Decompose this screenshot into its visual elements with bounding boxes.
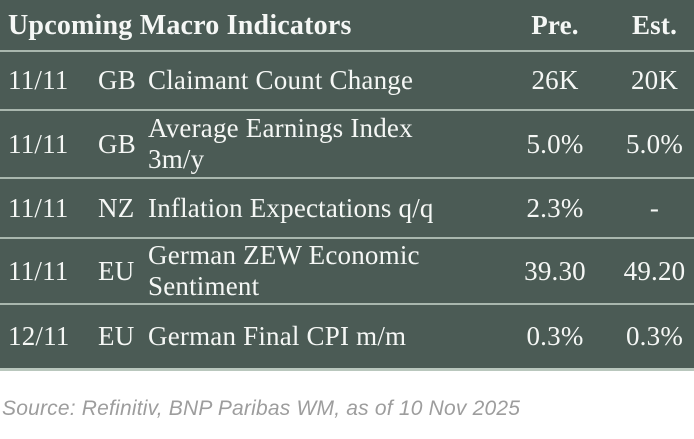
table-row: 11/11 GB Claimant Count Change 26K 20K <box>0 50 694 109</box>
table-row: 11/11 EU German ZEW Economic Sentiment 3… <box>0 237 694 303</box>
date-cell: 12/11 <box>8 321 70 351</box>
date-cell: 11/11 <box>8 192 69 223</box>
pre-value-cell: 0.3% <box>526 321 584 351</box>
table-row: 12/11 EU German Final CPI m/m 0.3% 0.3% <box>0 303 694 368</box>
country-cell: GB <box>98 65 136 95</box>
table-row: 11/11 GB Average Earnings Index 3m/y 5.0… <box>0 109 694 177</box>
date-cell: 11/11 <box>8 65 69 95</box>
source-note: Source: Refinitiv, BNP Paribas WM, as of… <box>2 397 521 420</box>
est-value-cell: - <box>649 192 660 223</box>
table-row: 11/11 NZ Inflation Expectations q/q 2.3%… <box>0 177 694 237</box>
country-cell: EU <box>98 255 135 286</box>
pre-value-cell: 39.30 <box>524 255 586 286</box>
indicator-cell: Inflation Expectations q/q <box>148 192 434 223</box>
pre-column-header: Pre. <box>531 9 579 40</box>
date-cell: 11/11 <box>8 128 69 159</box>
pre-value-cell: 2.3% <box>526 192 584 223</box>
country-cell: GB <box>98 128 136 159</box>
indicator-cell: Claimant Count Change <box>148 65 414 95</box>
indicator-cell: German Final CPI m/m <box>148 321 407 351</box>
pre-value-cell: 5.0% <box>526 128 584 159</box>
est-column-header: Est. <box>631 9 678 40</box>
est-value-cell: 49.20 <box>623 255 686 286</box>
country-cell: NZ <box>98 192 135 223</box>
country-cell: EU <box>98 321 135 351</box>
est-value-cell: 20K <box>630 65 679 95</box>
macro-indicators-table: Upcoming Macro Indicators Pre. Est. 11/1… <box>0 0 694 371</box>
pre-value-cell: 26K <box>531 65 579 95</box>
indicator-cell: Average Earnings Index 3m/y <box>148 113 413 174</box>
table-title: Upcoming Macro Indicators <box>8 9 352 41</box>
est-value-cell: 5.0% <box>625 128 684 159</box>
table-header-row: Upcoming Macro Indicators Pre. Est. <box>0 0 694 50</box>
date-cell: 11/11 <box>8 255 69 286</box>
indicator-cell: German ZEW Economic Sentiment <box>148 240 420 301</box>
est-value-cell: 0.3% <box>625 321 684 351</box>
